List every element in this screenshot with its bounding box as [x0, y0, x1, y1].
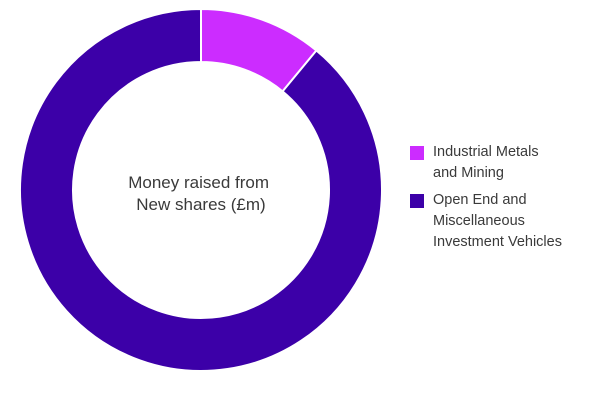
- legend-label-line: Miscellaneous: [433, 213, 525, 229]
- legend-label-line: Open End and: [433, 192, 527, 208]
- legend-label-line: and Mining: [433, 165, 504, 181]
- donut-slices: [19, 7, 383, 372]
- legend-swatch-open-end: [410, 194, 424, 208]
- legend-item-open-end[interactable]: Open End and Miscellaneous Investment Ve…: [410, 192, 595, 253]
- legend-label-line: Industrial Metals: [433, 144, 539, 160]
- donut-slice-2[interactable]: [19, 7, 383, 372]
- legend-label-open-end: Open End and Miscellaneous Investment Ve…: [433, 190, 562, 253]
- chart-legend: Industrial Metals and Mining Open End an…: [410, 144, 595, 261]
- legend-item-industrial-metals[interactable]: Industrial Metals and Mining: [410, 144, 595, 184]
- center-label: Money raised from New shares (£m): [128, 173, 274, 214]
- center-label-line-2: New shares (£m): [136, 195, 265, 214]
- legend-swatch-industrial-metals: [410, 146, 424, 160]
- legend-label-industrial-metals: Industrial Metals and Mining: [433, 142, 539, 184]
- legend-label-line: Investment Vehicles: [433, 234, 562, 250]
- center-label-line-1: Money raised from: [128, 173, 269, 192]
